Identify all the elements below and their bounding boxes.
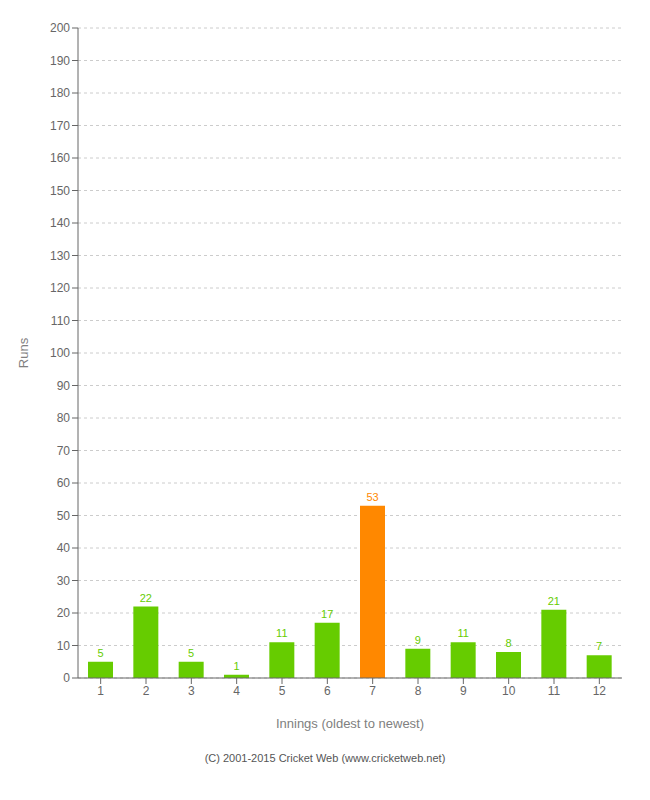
svg-text:5: 5	[97, 647, 103, 659]
svg-text:130: 130	[50, 249, 70, 263]
svg-text:110: 110	[51, 314, 70, 328]
svg-text:5: 5	[279, 684, 286, 698]
svg-text:50: 50	[57, 509, 71, 523]
svg-text:9: 9	[460, 684, 467, 698]
svg-text:53: 53	[366, 491, 378, 503]
svg-text:100: 100	[50, 346, 70, 360]
svg-text:7: 7	[596, 640, 602, 652]
svg-text:11: 11	[548, 684, 561, 698]
svg-text:8: 8	[505, 637, 511, 649]
svg-text:40: 40	[57, 541, 71, 555]
svg-text:90: 90	[57, 379, 71, 393]
svg-text:0: 0	[63, 671, 70, 685]
svg-text:Innings (oldest to newest): Innings (oldest to newest)	[276, 716, 424, 731]
svg-text:5: 5	[188, 647, 194, 659]
svg-text:9: 9	[415, 634, 421, 646]
svg-text:140: 140	[50, 216, 70, 230]
svg-text:180: 180	[50, 86, 70, 100]
svg-text:190: 190	[50, 54, 70, 68]
svg-text:2: 2	[143, 684, 150, 698]
svg-text:60: 60	[57, 476, 71, 490]
svg-text:150: 150	[50, 184, 70, 198]
svg-text:170: 170	[50, 119, 70, 133]
svg-text:10: 10	[502, 684, 516, 698]
svg-text:200: 200	[50, 21, 70, 35]
svg-text:20: 20	[57, 606, 71, 620]
svg-text:8: 8	[415, 684, 422, 698]
svg-text:1: 1	[233, 660, 239, 672]
svg-text:11: 11	[457, 627, 468, 639]
svg-text:10: 10	[57, 639, 71, 653]
svg-text:4: 4	[233, 684, 240, 698]
svg-text:80: 80	[57, 411, 71, 425]
svg-text:7: 7	[369, 684, 376, 698]
svg-text:30: 30	[57, 574, 71, 588]
svg-text:12: 12	[593, 684, 607, 698]
svg-text:160: 160	[50, 151, 70, 165]
svg-text:11: 11	[276, 627, 287, 639]
svg-text:21: 21	[548, 595, 560, 607]
svg-text:3: 3	[188, 684, 195, 698]
svg-text:70: 70	[57, 444, 71, 458]
svg-text:Runs: Runs	[16, 337, 31, 368]
svg-text:6: 6	[324, 684, 331, 698]
svg-text:1: 1	[97, 684, 104, 698]
svg-text:17: 17	[321, 608, 333, 620]
html-text:(C) 2001-2015 Cricket Web (www: (C) 2001-2015 Cricket Web (www.cricketwe…	[204, 752, 446, 764]
svg-text:120: 120	[50, 281, 70, 295]
svg-text:22: 22	[140, 592, 152, 604]
